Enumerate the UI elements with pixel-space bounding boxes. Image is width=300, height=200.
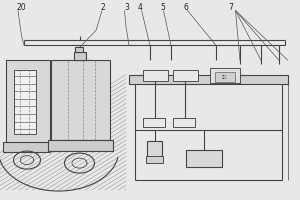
Bar — [214, 72, 235, 82]
Bar — [142, 118, 165, 127]
Bar — [75, 47, 83, 52]
Text: 6: 6 — [183, 3, 188, 12]
Text: 3: 3 — [124, 3, 129, 12]
Text: 计算机: 计算机 — [222, 75, 227, 79]
Text: 2: 2 — [100, 3, 105, 12]
Bar — [147, 141, 162, 157]
Bar — [142, 70, 168, 81]
Bar — [3, 142, 50, 152]
Bar — [172, 70, 198, 81]
Bar — [210, 68, 240, 83]
Bar — [6, 60, 50, 144]
Bar — [51, 60, 110, 140]
Text: 20: 20 — [16, 3, 26, 12]
Bar — [74, 52, 86, 60]
Text: 4: 4 — [138, 3, 143, 12]
Bar — [186, 150, 222, 167]
Bar — [14, 70, 36, 134]
Bar — [48, 140, 112, 151]
Bar — [172, 118, 195, 127]
Bar — [146, 156, 164, 163]
Bar — [129, 75, 288, 84]
Text: 7: 7 — [228, 3, 233, 12]
Text: 5: 5 — [160, 3, 165, 12]
